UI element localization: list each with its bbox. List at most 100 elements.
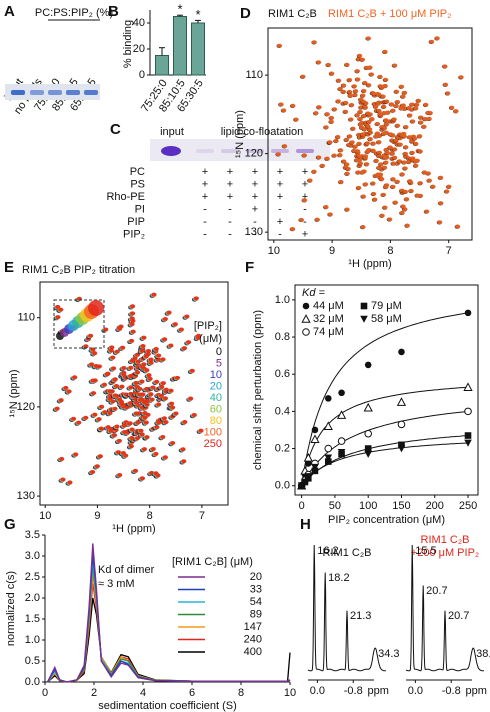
peak [168,388,174,393]
peak [181,459,187,464]
peak [362,80,368,85]
peak [90,391,97,396]
peak [379,213,385,218]
peak [168,401,175,406]
panel-label: F [245,259,254,276]
peak [58,398,64,403]
peak [121,423,128,428]
peak [129,358,135,363]
x-tick-label: -0.8 [442,685,461,697]
point [397,420,406,429]
x-tick-label: 10 [268,245,280,257]
peak [142,415,148,420]
peak [377,84,384,89]
peak [364,65,370,70]
peak [410,119,416,124]
cell: + [252,178,258,190]
gel-band [48,90,62,95]
peak [316,155,322,160]
x-tick-label: 250 [459,500,477,512]
peak [382,155,388,160]
peak [331,153,337,158]
peak [376,150,383,155]
peak [154,379,160,384]
peak [139,476,146,481]
peak [184,314,190,319]
significance: * [195,7,200,22]
peak [112,406,118,411]
peak [453,109,459,114]
cell: - [278,228,282,240]
peak [139,365,146,370]
legend-entry: 10 [210,369,222,381]
peak [371,191,377,196]
x-axis-label: ¹H (ppm) [112,523,155,535]
peak-label: 16.2 [317,545,338,557]
peak [377,74,383,79]
peak [111,433,117,438]
peak [404,197,410,202]
peak [356,185,362,190]
y-axis-label: chemical shift perturbation (ppm) [252,310,264,470]
peak [352,144,358,149]
peak [343,137,350,142]
peak [107,396,113,401]
x-tick-label: 50 [329,500,341,512]
peak [114,349,120,354]
peak [143,420,149,425]
titration-peak [88,300,104,316]
peak [360,99,366,104]
panel-label: E [4,259,14,276]
peak [393,138,399,143]
peak [101,382,108,387]
peak [313,111,319,116]
inset-box [53,299,105,349]
peak [161,416,168,421]
peak [178,327,184,332]
peak [116,438,122,443]
peak [344,162,350,167]
peak [404,223,410,228]
peak [300,74,306,79]
peak [414,102,420,107]
cell: - [228,203,232,215]
y-tick-label: 20 [133,43,145,55]
annotation: Kd of dimer [98,564,155,576]
cell: + [302,178,308,190]
point [311,463,319,471]
peak [417,149,423,154]
legend-entry: RIM1 C₂B + 100 μM PIP₂ [328,8,451,20]
peak [390,177,396,182]
legend-title: [RIM1 C₂B] (μM) [172,556,253,568]
peak [365,36,371,41]
y-tick-label: 120 [245,148,263,160]
x-tick-label: 100 [359,500,377,512]
peak [301,153,308,158]
peak [112,393,119,398]
cell: + [227,166,233,178]
x-axis-label: ¹H (ppm) [348,258,391,270]
peak [119,384,125,389]
peak [445,91,451,96]
peak [139,432,145,437]
peak [393,103,399,108]
peak [384,99,390,104]
gel-band [271,149,289,153]
panel-label: C [110,121,121,138]
gel-band [30,90,44,95]
peak [383,118,389,123]
peak [186,340,192,345]
peak [117,326,123,331]
y-tick-label: 3.0 [25,550,40,562]
peak [394,179,400,184]
peak [129,322,135,327]
peak [133,411,139,416]
peak [337,153,343,158]
peak [107,389,113,394]
peak [430,184,436,189]
peak [425,110,431,115]
peak [189,368,195,373]
peak [128,374,134,379]
cell: + [252,203,258,215]
peak [153,471,159,476]
